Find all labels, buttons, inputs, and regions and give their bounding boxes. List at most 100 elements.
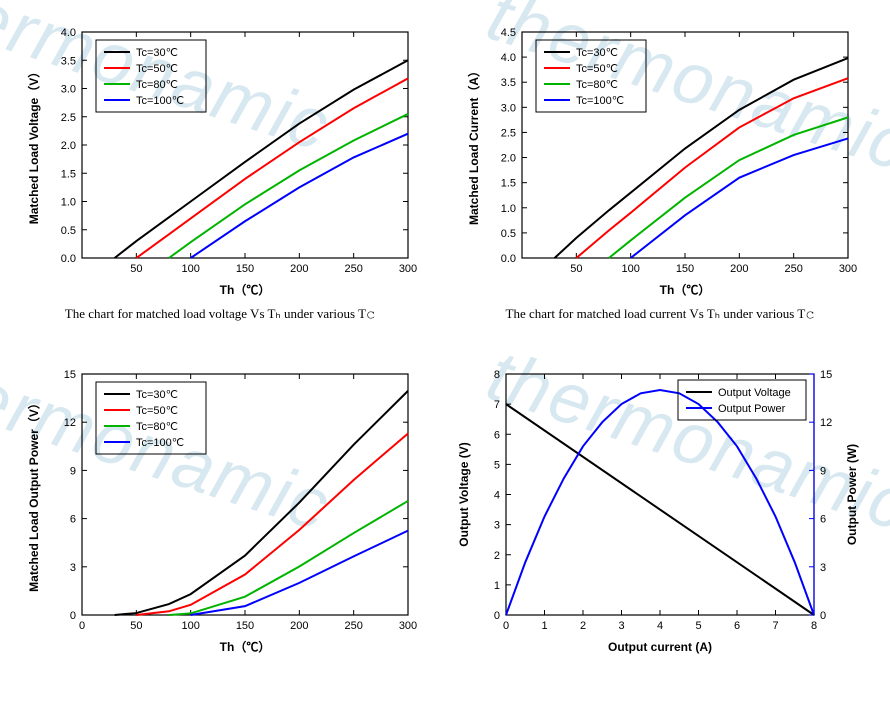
caption-voltage: The chart for matched load voltage Vs Tₕ…: [65, 306, 375, 322]
svg-text:0: 0: [494, 610, 500, 622]
svg-text:4.0: 4.0: [61, 27, 76, 39]
svg-text:300: 300: [399, 263, 417, 275]
svg-text:200: 200: [290, 620, 308, 632]
svg-text:150: 150: [236, 263, 254, 275]
svg-text:Matched Load Voltage（V）: Matched Load Voltage（V）: [26, 66, 41, 224]
svg-text:0: 0: [820, 610, 826, 622]
svg-text:0: 0: [79, 620, 85, 632]
chart-power: 0 50 100 150 200 250 300 0 3 6 9 12 15 Th（℃） Matched L…: [20, 362, 420, 657]
svg-text:100: 100: [621, 263, 639, 275]
svg-text:3: 3: [70, 562, 76, 574]
chart-current: 501001502002503000.00.51.01.52.02.53.03.…: [460, 20, 860, 300]
svg-text:Th（℃）: Th（℃）: [220, 639, 271, 654]
svg-text:7: 7: [772, 620, 778, 632]
svg-text:1: 1: [494, 580, 500, 592]
svg-text:0: 0: [503, 620, 509, 632]
svg-text:1: 1: [541, 620, 547, 632]
svg-text:6: 6: [820, 514, 826, 526]
panel-voltage: 50 100 150 200 250 300 0.0 0.5 1.0 1.5 2.0 2.5 3.0 3.…: [20, 20, 420, 322]
svg-text:5: 5: [695, 620, 701, 632]
svg-text:150: 150: [236, 620, 254, 632]
svg-text:3.0: 3.0: [61, 84, 76, 96]
svg-text:Output Power: Output Power: [718, 403, 786, 415]
svg-text:200: 200: [290, 263, 308, 275]
svg-text:5: 5: [494, 459, 500, 471]
svg-text:3: 3: [618, 620, 624, 632]
svg-text:50: 50: [130, 620, 142, 632]
svg-text:Tc=100℃: Tc=100℃: [136, 437, 184, 449]
svg-text:0.5: 0.5: [61, 225, 76, 237]
svg-text:8: 8: [811, 620, 817, 632]
svg-text:Tc=50℃: Tc=50℃: [136, 63, 178, 75]
svg-text:15: 15: [820, 369, 832, 381]
svg-text:12: 12: [64, 417, 76, 429]
svg-text:Tc=30℃: Tc=30℃: [136, 47, 178, 59]
svg-text:6: 6: [734, 620, 740, 632]
svg-text:2.0: 2.0: [501, 153, 516, 165]
panel-output: 01234567801234567803691215Output current…: [450, 362, 870, 657]
svg-text:6: 6: [494, 429, 500, 441]
svg-text:Output Voltage (V): Output Voltage (V): [457, 442, 471, 546]
svg-text:9: 9: [70, 465, 76, 477]
svg-text:9: 9: [820, 465, 826, 477]
svg-text:100: 100: [181, 263, 199, 275]
svg-text:Tc=80℃: Tc=80℃: [136, 79, 178, 91]
svg-text:300: 300: [399, 620, 417, 632]
svg-text:2.5: 2.5: [501, 127, 516, 139]
svg-text:300: 300: [839, 263, 857, 275]
svg-text:3: 3: [820, 562, 826, 574]
svg-text:Tc=100℃: Tc=100℃: [136, 95, 184, 107]
svg-text:50: 50: [130, 263, 142, 275]
svg-text:4.0: 4.0: [501, 52, 516, 64]
svg-text:250: 250: [344, 620, 362, 632]
panel-current: 501001502002503000.00.51.01.52.02.53.03.…: [450, 20, 870, 322]
svg-text:6: 6: [70, 514, 76, 526]
svg-text:Tc=50℃: Tc=50℃: [576, 63, 618, 75]
svg-text:50: 50: [570, 263, 582, 275]
svg-text:Output Power (W): Output Power (W): [845, 444, 859, 545]
svg-text:Tc=80℃: Tc=80℃: [136, 421, 178, 433]
svg-text:1.5: 1.5: [61, 168, 76, 180]
svg-text:4.5: 4.5: [501, 27, 516, 39]
svg-text:150: 150: [676, 263, 694, 275]
svg-text:Th（℃）: Th（℃）: [660, 282, 711, 297]
svg-text:12: 12: [820, 417, 832, 429]
chart-voltage: 50 100 150 200 250 300 0.0 0.5 1.0 1.5 2.0 2.5 3.0 3.…: [20, 20, 420, 300]
svg-text:Matched Load Current（A）: Matched Load Current（A）: [466, 65, 481, 225]
svg-text:200: 200: [730, 263, 748, 275]
svg-text:Output current (A): Output current (A): [608, 640, 712, 654]
panel-power: 0 50 100 150 200 250 300 0 3 6 9 12 15 Th（℃） Matched L…: [20, 362, 420, 657]
svg-text:4: 4: [657, 620, 663, 632]
svg-text:Tc=50℃: Tc=50℃: [136, 405, 178, 417]
svg-text:8: 8: [494, 369, 500, 381]
svg-text:Tc=30℃: Tc=30℃: [576, 47, 618, 59]
svg-text:3: 3: [494, 520, 500, 532]
svg-text:250: 250: [344, 263, 362, 275]
svg-text:1.0: 1.0: [501, 203, 516, 215]
svg-text:250: 250: [784, 263, 802, 275]
svg-text:100: 100: [181, 620, 199, 632]
svg-text:3.0: 3.0: [501, 102, 516, 114]
svg-text:Tc=30℃: Tc=30℃: [136, 389, 178, 401]
svg-text:0: 0: [70, 610, 76, 622]
svg-text:Matched Load Output Power（V）: Matched Load Output Power（V）: [26, 397, 41, 592]
svg-text:Th（℃）: Th（℃）: [220, 282, 271, 297]
svg-text:7: 7: [494, 399, 500, 411]
svg-text:4: 4: [494, 490, 500, 502]
svg-text:2: 2: [494, 550, 500, 562]
svg-text:3.5: 3.5: [61, 55, 76, 67]
svg-text:Output Voltage: Output Voltage: [718, 387, 791, 399]
svg-text:15: 15: [64, 369, 76, 381]
svg-text:2.5: 2.5: [61, 112, 76, 124]
svg-text:0.0: 0.0: [501, 253, 516, 265]
svg-text:2: 2: [580, 620, 586, 632]
caption-current: The chart for matched load current Vs Tₕ…: [506, 306, 815, 322]
svg-text:0.5: 0.5: [501, 228, 516, 240]
svg-text:1.0: 1.0: [61, 197, 76, 209]
svg-text:2.0: 2.0: [61, 140, 76, 152]
chart-output: 01234567801234567803691215Output current…: [450, 362, 870, 657]
svg-text:3.5: 3.5: [501, 77, 516, 89]
svg-text:Tc=100℃: Tc=100℃: [576, 95, 624, 107]
svg-text:Tc=80℃: Tc=80℃: [576, 79, 618, 91]
svg-text:0.0: 0.0: [61, 253, 76, 265]
